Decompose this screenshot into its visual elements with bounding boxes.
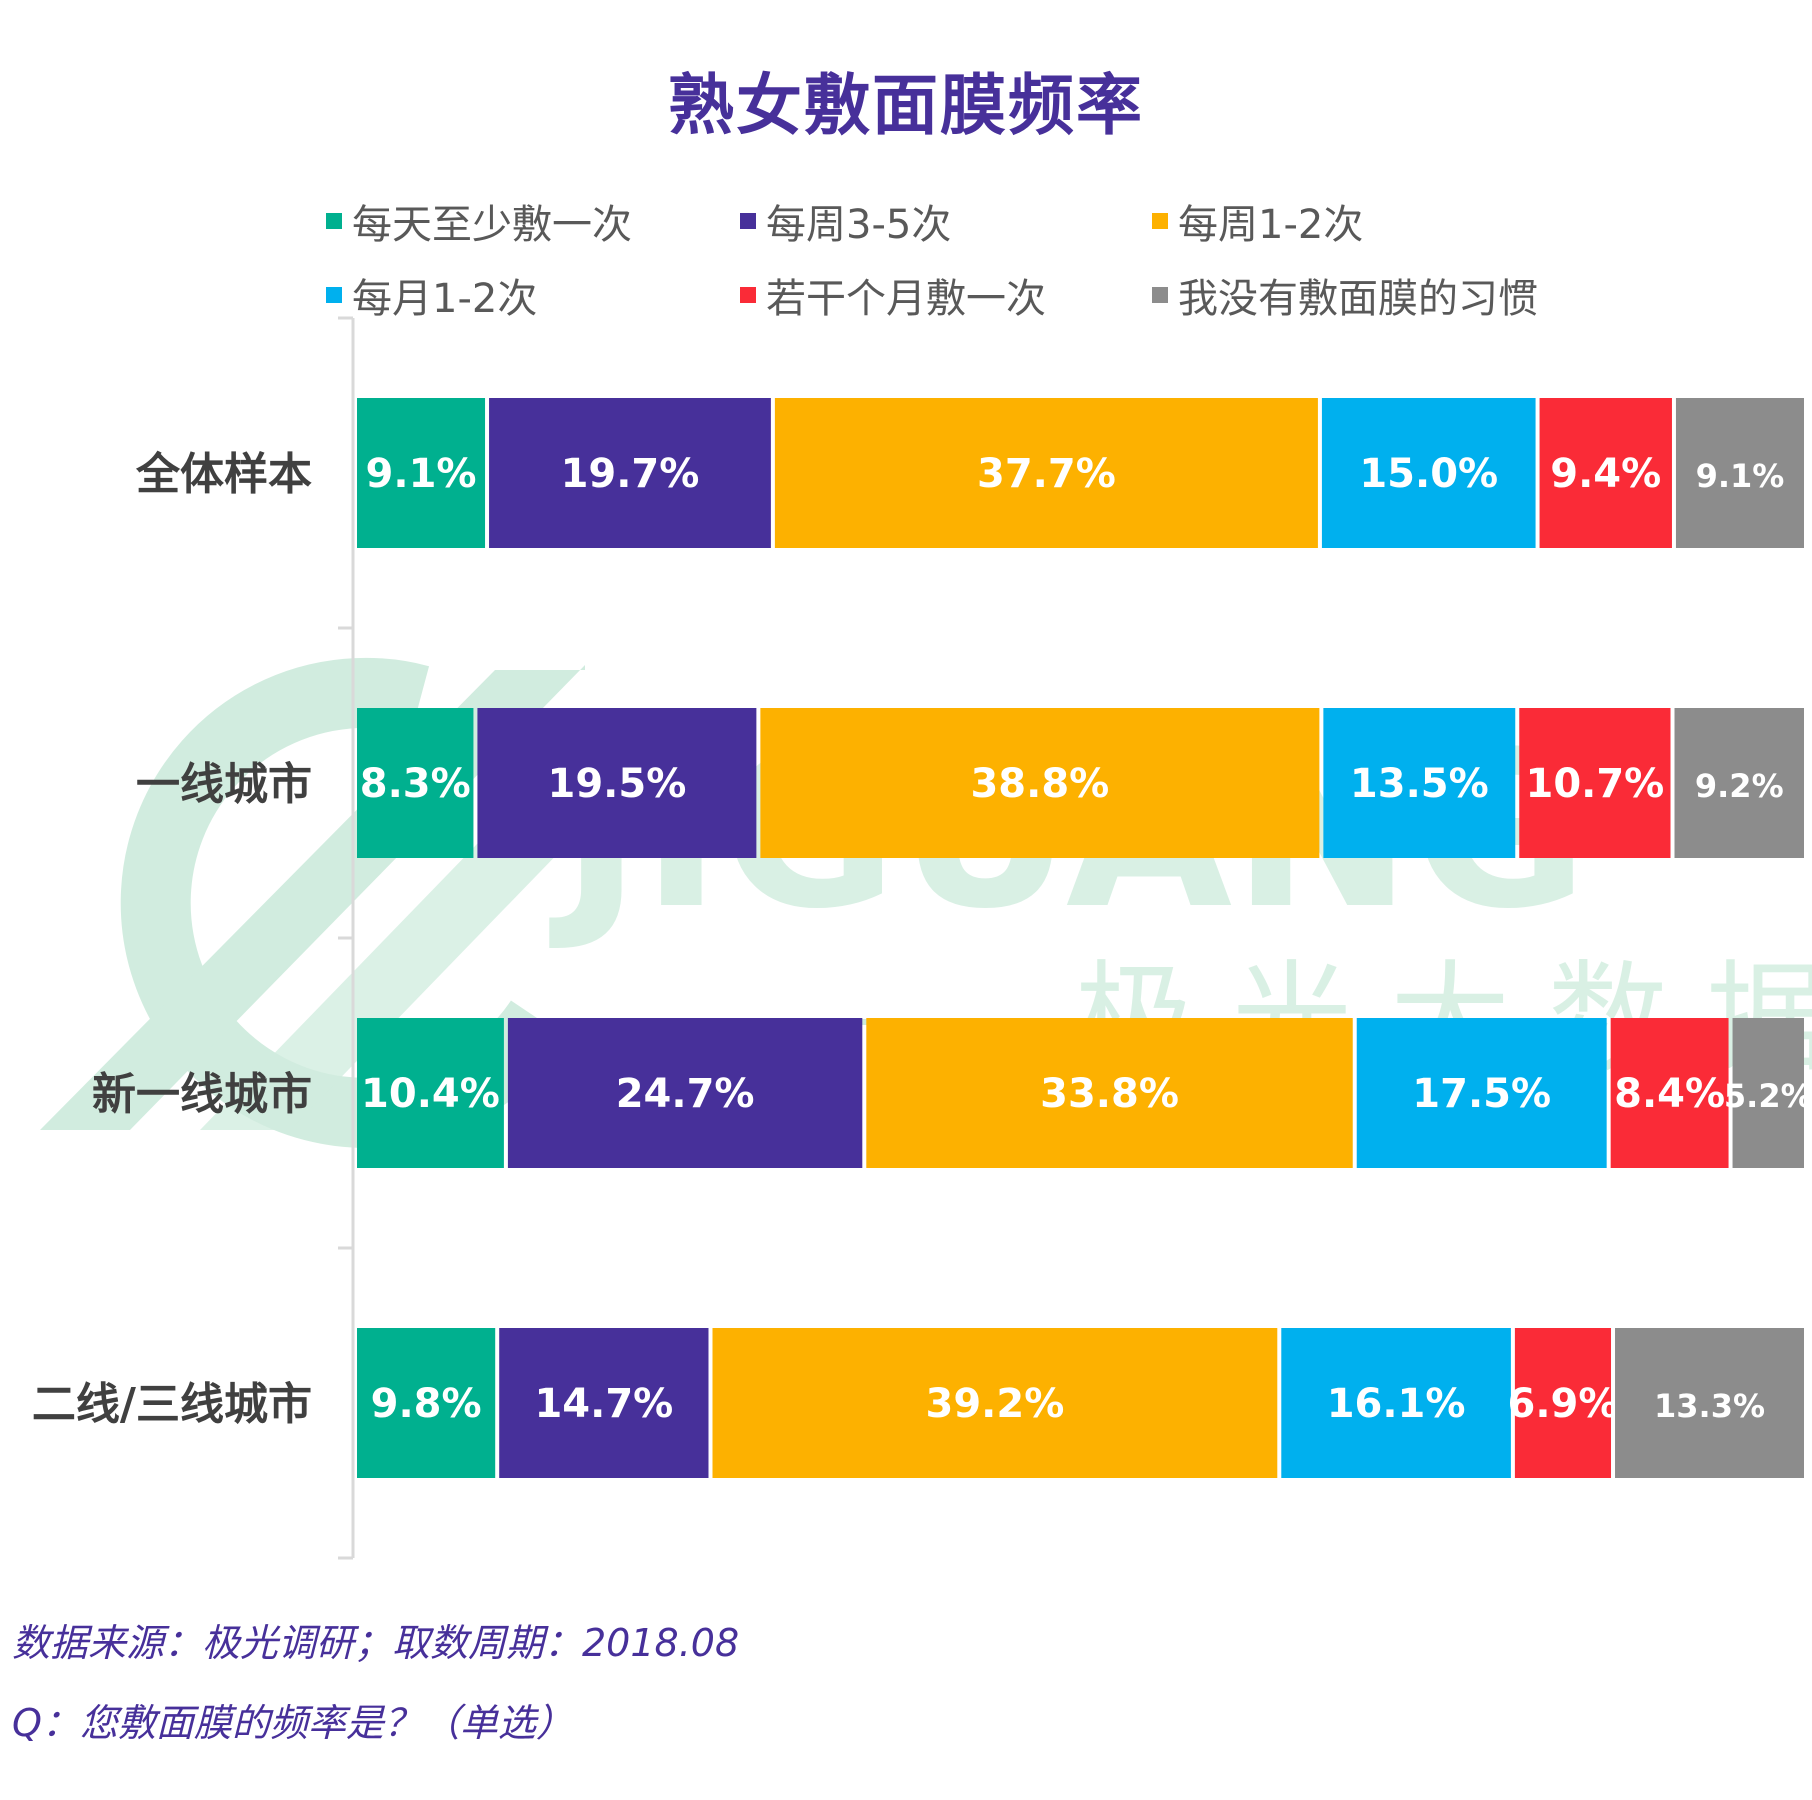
legend-label: 若干个月敷一次 [766, 276, 1046, 322]
data-label: 5.2% [1724, 1077, 1812, 1115]
bar-segment [1356, 1018, 1607, 1168]
chart-plot: 全体样本 9.1% 19.7% 37.7% 15.0% 9.4% 9.1% 一线城市 8.3% 1… [32, 316, 1812, 1560]
bar-segment [1514, 1328, 1612, 1478]
bar-segment [712, 1328, 1278, 1478]
data-label: 24.7% [616, 1071, 755, 1117]
legend-item: 我没有敷面膜的习惯 [1152, 270, 1538, 322]
data-label: 38.8% [970, 761, 1109, 807]
bar-segment [760, 708, 1320, 858]
legend-swatch [740, 213, 756, 229]
data-label: 10.4% [361, 1071, 500, 1117]
bar-segment [357, 398, 486, 548]
category-label: 全体样本 [135, 449, 312, 500]
bar-segment [1732, 1018, 1804, 1168]
legend-label: 我没有敷面膜的习惯 [1178, 276, 1538, 322]
legend-item: 每月1-2次 [326, 270, 537, 322]
data-label: 9.1% [366, 451, 477, 497]
bar-segment [1610, 1018, 1729, 1168]
legend-label: 每月1-2次 [352, 276, 538, 322]
bar-segment [1674, 708, 1804, 858]
category-label: 新一线城市 [92, 1069, 312, 1120]
bar-segment [489, 398, 771, 548]
legend-item: 每天至少敷一次 [326, 196, 632, 248]
data-label: 8.3% [360, 761, 471, 807]
data-label: 8.4% [1614, 1071, 1725, 1117]
bar-segment [1519, 708, 1671, 858]
bar-segment [507, 1018, 863, 1168]
legend-label: 每周3-5次 [766, 202, 952, 248]
legend-item: 每周1-2次 [1152, 196, 1363, 248]
category-label: 一线城市 [136, 759, 312, 810]
data-label: 19.5% [548, 761, 687, 807]
bar-segment [357, 708, 474, 858]
data-label: 13.3% [1654, 1387, 1765, 1425]
data-label: 9.1% [1696, 457, 1785, 495]
bar-segment [1323, 708, 1516, 858]
legend-label: 每天至少敷一次 [352, 202, 632, 248]
bar-segment [357, 1328, 496, 1478]
data-label: 16.1% [1327, 1381, 1466, 1427]
category-label: 二线/三线城市 [32, 1379, 312, 1430]
legend-swatch [1152, 287, 1168, 303]
source-note: 数据来源：极光调研；取数周期：2018.08 [12, 1621, 740, 1665]
data-label: 9.2% [1695, 767, 1784, 805]
bar-segment [1539, 398, 1672, 548]
legend-item: 若干个月敷一次 [740, 270, 1046, 322]
bar-segment [1281, 1328, 1511, 1478]
data-label: 37.7% [977, 451, 1116, 497]
data-label: 10.7% [1525, 761, 1664, 807]
data-label: 19.7% [561, 451, 700, 497]
bar-segment [1321, 398, 1536, 548]
bar-segment [1615, 1328, 1804, 1478]
bar-segment [866, 1018, 1353, 1168]
legend-swatch [326, 287, 342, 303]
legend-swatch [1152, 213, 1168, 229]
bar-segment [774, 398, 1318, 548]
data-label: 6.9% [1507, 1381, 1618, 1427]
legend-label: 每周1-2次 [1178, 202, 1364, 248]
data-label: 9.4% [1550, 451, 1661, 497]
question-note: Q：您敷面膜的频率是？（单选） [12, 1701, 574, 1745]
legend-swatch [740, 287, 756, 303]
data-label: 39.2% [926, 1381, 1065, 1427]
bar-segment [357, 1018, 504, 1168]
data-label: 13.5% [1350, 761, 1489, 807]
data-label: 17.5% [1412, 1071, 1551, 1117]
bar-segment [1675, 398, 1804, 548]
legend: 每天至少敷一次 每周3-5次 每周1-2次每月1-2次 若干个月敷一次 我没有敷面膜的习… [326, 196, 1726, 346]
legend-item: 每周3-5次 [740, 196, 951, 248]
data-label: 33.8% [1040, 1071, 1179, 1117]
legend-swatch [326, 213, 342, 229]
data-label: 14.7% [534, 1381, 673, 1427]
data-label: 15.0% [1359, 451, 1498, 497]
bar-segment [499, 1328, 709, 1478]
chart-title: 熟女敷面膜频率 [668, 67, 1144, 144]
data-label: 9.8% [371, 1381, 482, 1427]
bar-segment [477, 708, 757, 858]
